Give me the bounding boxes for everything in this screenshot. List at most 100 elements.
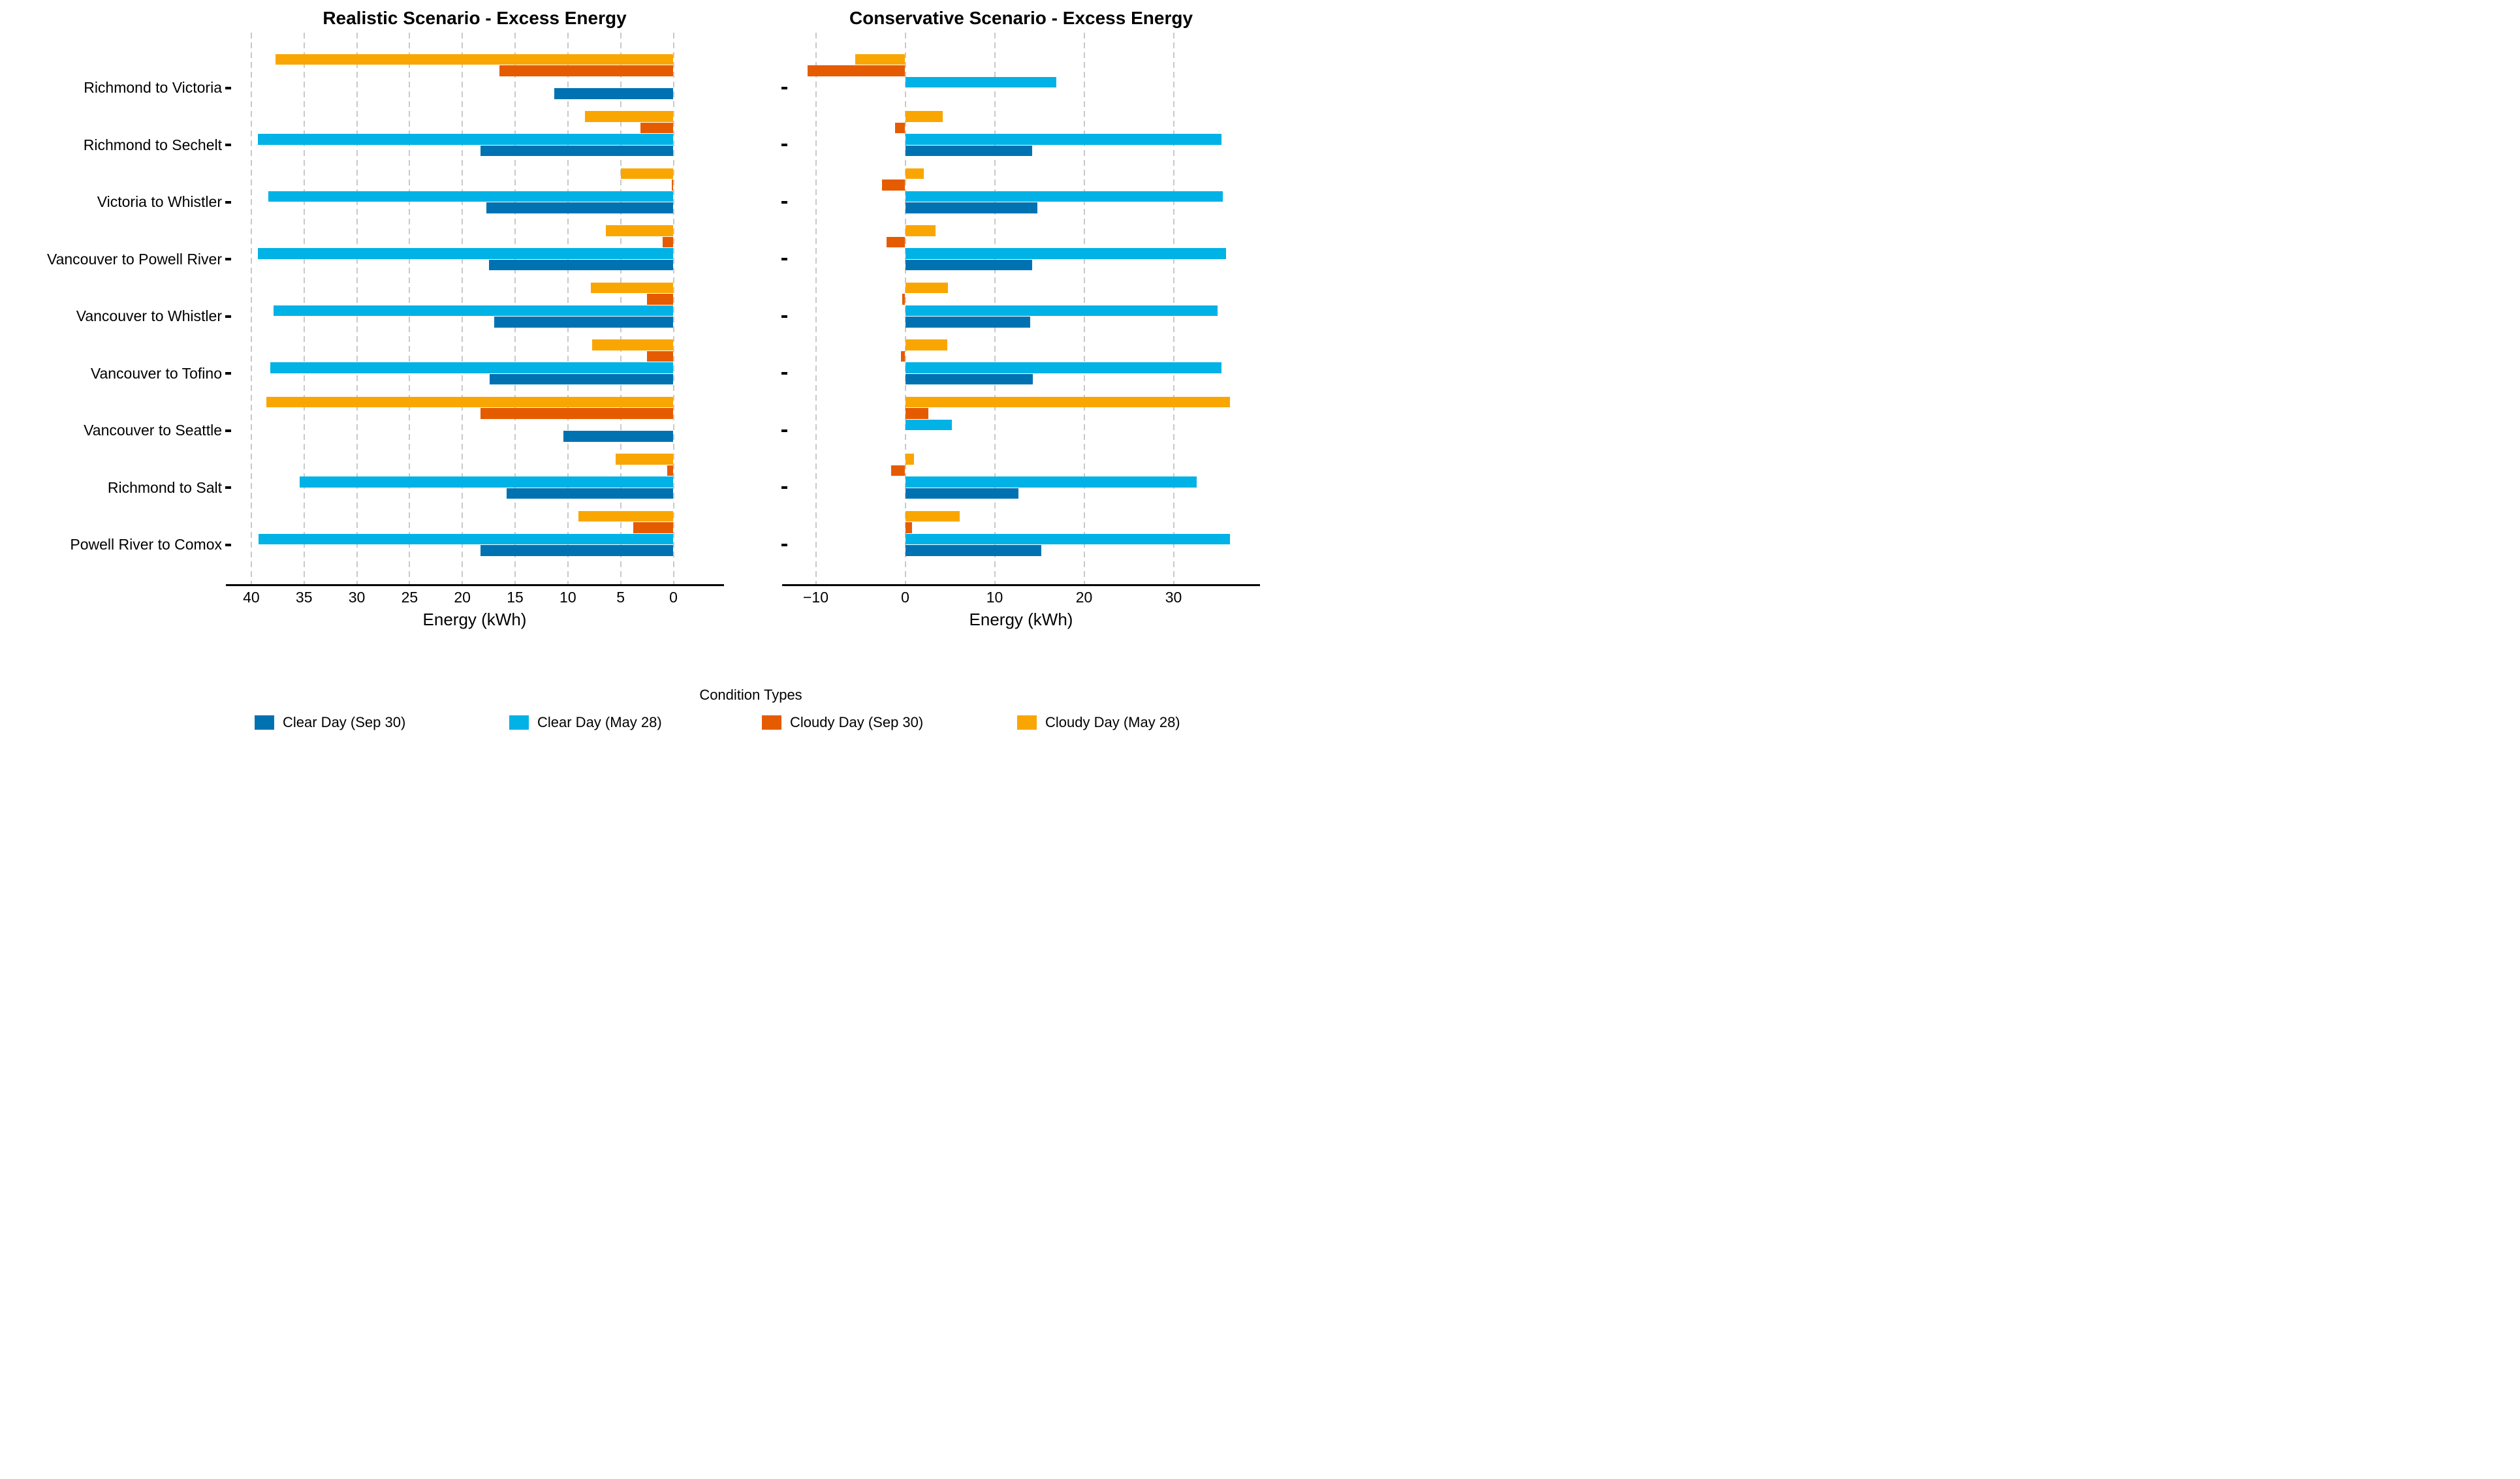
bar (886, 236, 906, 247)
category-label: Richmond to Salt (107, 478, 222, 496)
legend-swatch-blue (255, 715, 274, 730)
bar (615, 454, 674, 465)
bar (592, 339, 674, 350)
x-tick-label: 10 (986, 589, 1003, 606)
legend-title: Condition Types (699, 687, 802, 703)
y-tick-mark (781, 258, 787, 260)
bar (663, 236, 674, 247)
bar (905, 134, 1222, 145)
y-tick-mark (225, 429, 231, 432)
bar (905, 145, 1033, 156)
category-label: Vancouver to Tofino (90, 364, 222, 382)
bar (276, 54, 674, 65)
y-tick-mark (781, 543, 787, 546)
y-tick-mark (781, 429, 787, 432)
x-tick-label: 5 (616, 589, 625, 606)
bar (895, 122, 906, 133)
y-tick-mark (781, 486, 787, 489)
x-tick-label: 25 (401, 589, 418, 606)
bar (905, 419, 952, 430)
legend-swatch-red (762, 715, 781, 730)
bar (905, 168, 924, 179)
bar (257, 134, 674, 145)
legend-label: Clear Day (May 28) (537, 714, 662, 730)
bar (905, 373, 1033, 384)
y-tick-mark (225, 315, 231, 318)
bar (905, 305, 1218, 316)
category-label: Victoria to Whistler (97, 193, 222, 210)
y-tick-mark (225, 372, 231, 375)
y-tick-mark (225, 200, 231, 204)
x-tick-label: 20 (454, 589, 471, 606)
bar (905, 396, 1230, 407)
bar (480, 145, 674, 156)
y-tick-mark (781, 372, 787, 375)
bar (499, 65, 674, 76)
bar (905, 202, 1038, 213)
bar (259, 533, 674, 544)
bar (633, 522, 674, 533)
chart-title-conservative: Conservative Scenario - Excess Energy (849, 8, 1193, 28)
gridline (250, 33, 252, 584)
legend-label: Cloudy Day (May 28) (1045, 714, 1180, 730)
y-tick-mark (781, 200, 787, 204)
bar (584, 111, 674, 122)
x-axis-line (225, 584, 724, 586)
y-tick-mark (225, 486, 231, 489)
bar (905, 510, 960, 522)
x-tick-label: 10 (559, 589, 576, 606)
x-tick-label: 15 (507, 589, 524, 606)
x-tick-label: 30 (1165, 589, 1182, 606)
chart-title-realistic: Realistic Scenario - Excess Energy (323, 8, 627, 28)
bar (905, 111, 943, 122)
category-label: Powell River to Comox (70, 536, 222, 553)
bar (672, 179, 674, 191)
x-tick-label: −10 (802, 589, 828, 606)
bar (578, 510, 674, 522)
category-label: Richmond to Sechelt (83, 136, 222, 153)
bar (494, 317, 674, 328)
bar (902, 294, 906, 305)
gridline (815, 33, 817, 584)
bar (905, 545, 1041, 556)
bar (667, 465, 674, 476)
bar (488, 259, 674, 270)
bar (905, 76, 1057, 87)
x-tick-label: 30 (348, 589, 366, 606)
bar (640, 122, 674, 133)
bar (905, 476, 1197, 488)
x-tick-label: 20 (1075, 589, 1093, 606)
x-axis-label-realistic: Energy (kWh) (422, 610, 527, 629)
bar (647, 350, 674, 362)
y-tick-mark (225, 258, 231, 260)
bar (268, 191, 674, 202)
bar (905, 248, 1227, 259)
y-tick-mark (225, 86, 231, 89)
bar (273, 305, 674, 316)
bar (905, 522, 913, 533)
gridline (672, 33, 674, 584)
bar (563, 431, 674, 442)
category-label: Vancouver to Powell River (46, 250, 222, 268)
bar (905, 191, 1223, 202)
bar (507, 488, 674, 499)
figure: Realistic Scenario - Excess Energy Conse… (0, 0, 1260, 740)
bar (905, 454, 915, 465)
bar (905, 533, 1230, 544)
bar (490, 373, 674, 384)
bar (270, 362, 674, 373)
bar (591, 282, 674, 293)
bar (900, 350, 906, 362)
x-tick-label: 0 (669, 589, 678, 606)
category-label: Vancouver to Seattle (84, 422, 222, 439)
bar (647, 294, 674, 305)
bar (620, 168, 674, 179)
bar (905, 225, 936, 236)
bar (554, 88, 674, 99)
y-tick-mark (781, 315, 787, 318)
x-axis-line (781, 584, 1260, 586)
bar (855, 54, 906, 65)
legend-label: Cloudy Day (Sep 30) (790, 714, 924, 730)
bar (881, 179, 906, 191)
bar (808, 65, 906, 76)
